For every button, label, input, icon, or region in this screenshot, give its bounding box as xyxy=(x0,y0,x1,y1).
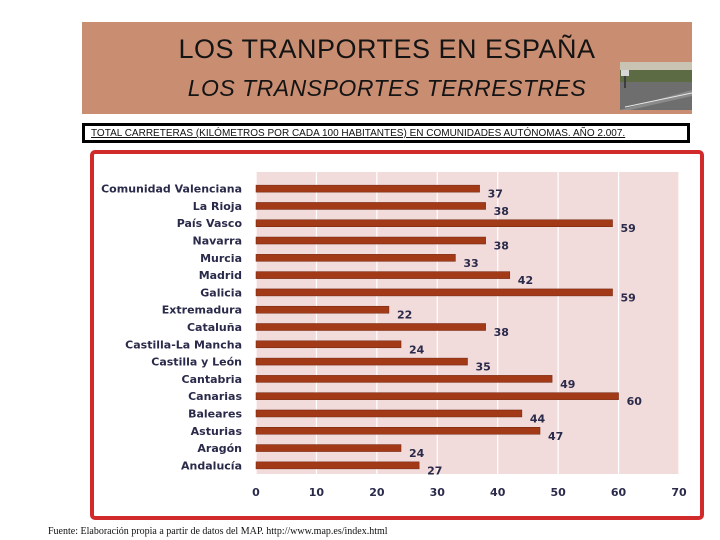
category-label: Castilla-La Mancha xyxy=(125,338,242,351)
category-label: Baleares xyxy=(188,407,242,420)
bar-chart: 0 10 20 30 40 50 60 70 Comunidad Valenciana 37 La … xyxy=(101,172,687,499)
category-label: Madrid xyxy=(199,269,242,282)
category-label: Castilla y León xyxy=(151,356,242,369)
bar xyxy=(255,392,619,400)
category-label: Galicia xyxy=(200,286,242,299)
data-label: 38 xyxy=(494,205,509,218)
title-banner: LOS TRANPORTES EN ESPAÑA LOS TRANSPORTES… xyxy=(82,22,692,114)
bar xyxy=(255,340,402,349)
category-label: País Vasco xyxy=(177,217,243,230)
data-label: 49 xyxy=(560,378,575,391)
chart-caption: TOTAL CARRETERAS (KILÓMETROS POR CADA 10… xyxy=(82,123,690,143)
x-tick-label: 0 xyxy=(252,486,260,499)
x-tick-label: 50 xyxy=(550,486,566,499)
bar xyxy=(255,288,613,297)
x-tick-label: 70 xyxy=(671,486,687,499)
data-label: 47 xyxy=(548,430,563,443)
chart-frame: 0 10 20 30 40 50 60 70 Comunidad Valenciana 37 La … xyxy=(90,150,704,520)
category-label: La Rioja xyxy=(193,200,242,213)
data-label: 22 xyxy=(397,309,412,322)
bar xyxy=(255,427,541,435)
bar xyxy=(255,461,420,470)
bar xyxy=(255,305,390,314)
data-label: 37 xyxy=(488,188,503,201)
category-label: Murcia xyxy=(200,252,242,265)
bar xyxy=(255,375,553,383)
data-label: 35 xyxy=(476,361,491,374)
data-label: 59 xyxy=(621,291,636,304)
category-label: Navarra xyxy=(193,235,243,248)
category-label: Cantabria xyxy=(182,373,243,386)
bar xyxy=(255,409,523,418)
bar xyxy=(255,236,486,245)
x-tick-label: 10 xyxy=(309,486,325,499)
road-photo xyxy=(620,62,692,110)
bar xyxy=(255,202,486,210)
x-tick-label: 20 xyxy=(369,486,385,499)
data-label: 60 xyxy=(627,395,643,408)
category-label: Comunidad Valenciana xyxy=(101,183,242,196)
category-label: Andalucía xyxy=(181,459,242,472)
data-label: 44 xyxy=(530,412,546,425)
data-label: 24 xyxy=(409,447,425,460)
page-subtitle: LOS TRANSPORTES TERRESTRES xyxy=(187,75,587,101)
bar xyxy=(255,254,456,262)
data-label: 38 xyxy=(494,326,509,339)
page-title: LOS TRANPORTES EN ESPAÑA xyxy=(178,34,596,64)
x-tick-label: 40 xyxy=(490,486,506,499)
data-label: 42 xyxy=(518,274,533,287)
category-label: Cataluña xyxy=(187,321,242,334)
bar xyxy=(255,271,511,279)
data-label: 33 xyxy=(463,257,478,270)
bar xyxy=(255,184,480,193)
x-tick-label: 60 xyxy=(611,486,627,499)
bar xyxy=(255,219,613,227)
category-label: Extremadura xyxy=(162,304,242,317)
category-label: Canarias xyxy=(188,390,242,403)
data-label: 27 xyxy=(427,464,442,477)
data-label: 24 xyxy=(409,343,425,356)
x-tick-label: 30 xyxy=(430,486,446,499)
bar xyxy=(255,444,402,452)
category-label: Asturias xyxy=(191,425,243,438)
category-label: Aragón xyxy=(197,442,242,455)
bar xyxy=(255,357,468,366)
bar xyxy=(255,323,486,331)
source-note: Fuente: Elaboración propia a partir de d… xyxy=(48,526,388,537)
data-label: 38 xyxy=(494,240,509,253)
data-label: 59 xyxy=(621,222,636,235)
